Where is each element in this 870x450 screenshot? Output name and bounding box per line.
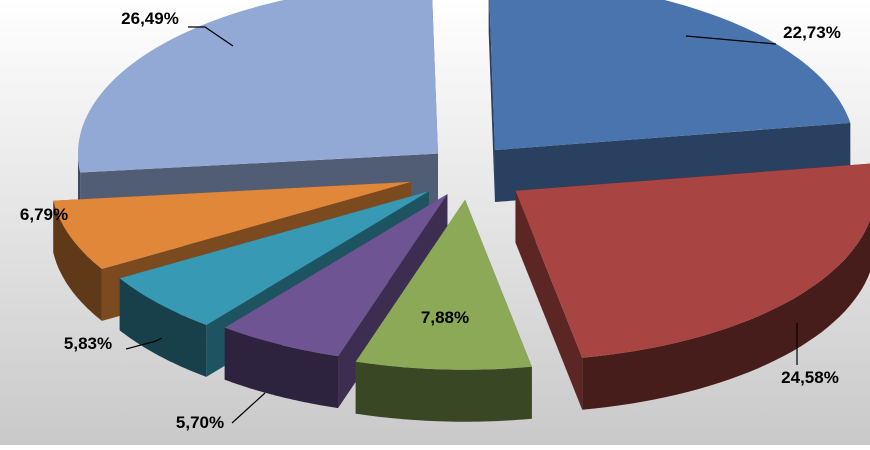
data-label-1: 22,73%	[783, 23, 841, 42]
data-label-6: 6,79%	[20, 205, 68, 224]
pie-slice-3-outer-wall	[356, 362, 532, 422]
data-label-2: 24,58%	[781, 368, 839, 387]
data-label-3: 7,88%	[421, 308, 469, 327]
data-label-5: 5,83%	[64, 334, 112, 353]
data-label-7: 26,49%	[121, 9, 179, 28]
data-label-4: 5,70%	[176, 413, 224, 432]
